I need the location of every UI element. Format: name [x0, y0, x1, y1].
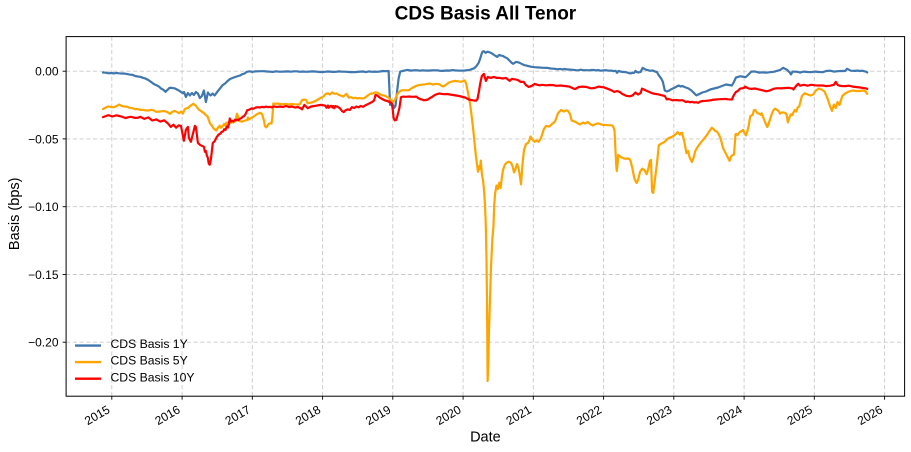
svg-text:Date: Date [470, 430, 501, 446]
svg-text:CDS Basis All Tenor: CDS Basis All Tenor [395, 4, 577, 25]
svg-text:−0.15: −0.15 [28, 268, 59, 282]
svg-text:CDS Basis 5Y: CDS Basis 5Y [111, 354, 188, 368]
svg-text:−0.05: −0.05 [28, 132, 59, 146]
svg-text:CDS Basis 10Y: CDS Basis 10Y [111, 370, 195, 384]
svg-text:0.00: 0.00 [35, 65, 59, 79]
svg-text:CDS Basis 1Y: CDS Basis 1Y [111, 337, 188, 351]
svg-text:−0.20: −0.20 [28, 336, 59, 350]
svg-text:−0.10: −0.10 [28, 200, 59, 214]
svg-text:Basis (bps): Basis (bps) [7, 178, 23, 251]
